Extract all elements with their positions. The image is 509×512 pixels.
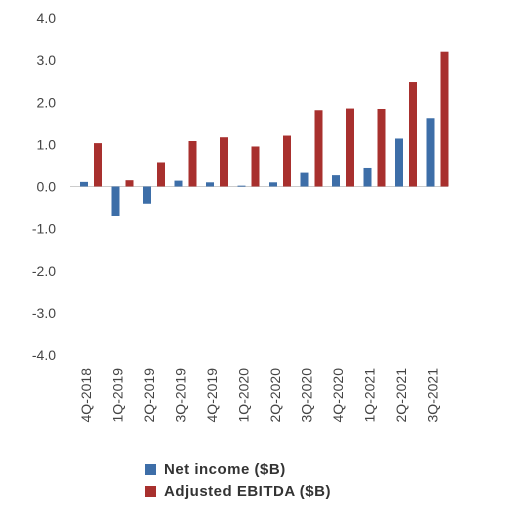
adjusted-ebitda-bar-2q-2019 — [157, 162, 165, 187]
adjusted-ebitda-bar-4q-2019 — [220, 137, 228, 187]
x-tick-label: 3Q-2021 — [425, 368, 441, 423]
x-tick-label: 4Q-2018 — [78, 368, 94, 423]
legend-item-adjusted-ebitda: Adjusted EBITDA ($B) — [145, 480, 331, 502]
net-income-bar-4q-2020 — [332, 175, 340, 187]
adjusted-ebitda-bar-4q-2020 — [346, 108, 354, 187]
legend-swatch-net-income — [145, 463, 156, 475]
legend-label-net-income: Net income ($B) — [164, 460, 286, 478]
y-tick-label: -4.0 — [32, 347, 56, 363]
x-tick-label: 4Q-2019 — [204, 368, 220, 423]
x-tick-label: 1Q-2019 — [110, 368, 126, 423]
net-income-bar-1q-2019 — [111, 186, 120, 216]
legend-item-net-income: Net income ($B) — [145, 458, 331, 480]
x-tick-label: 3Q-2020 — [299, 368, 315, 423]
y-tick-label: 3.0 — [37, 52, 57, 68]
y-tick-label: 1.0 — [37, 136, 57, 152]
adjusted-ebitda-bar-2q-2021 — [409, 82, 417, 187]
y-axis-ticks: 4.0 3.0 2.0 1.0 0.0 -1.0 -2.0 -3.0 -4.0 — [32, 10, 56, 363]
y-tick-label: 4.0 — [37, 10, 57, 26]
x-tick-label: 3Q-2019 — [173, 368, 189, 423]
bars — [80, 51, 449, 216]
adjusted-ebitda-bar-1q-2021 — [377, 108, 386, 187]
x-tick-label: 2Q-2020 — [267, 368, 283, 423]
legend-swatch-adjusted-ebitda — [145, 485, 156, 497]
y-tick-label: -3.0 — [32, 305, 56, 321]
y-tick-label: -2.0 — [32, 263, 56, 279]
x-tick-label: 2Q-2021 — [393, 368, 409, 423]
adjusted-ebitda-bar-1q-2019 — [125, 180, 134, 187]
x-axis-ticks: 4Q-2018 1Q-2019 2Q-2019 3Q-2019 4Q-2019 1Q-20… — [78, 368, 441, 423]
legend: Net income ($B) Adjusted EBITDA ($B) — [145, 458, 331, 502]
x-tick-label: 2Q-2019 — [141, 368, 157, 423]
adjusted-ebitda-bar-3q-2021 — [440, 51, 449, 187]
adjusted-ebitda-bar-3q-2020 — [314, 110, 323, 187]
legend-label-adjusted-ebitda: Adjusted EBITDA ($B) — [164, 482, 331, 500]
net-income-bar-3q-2020 — [300, 172, 309, 187]
adjusted-ebitda-bar-1q-2020 — [251, 146, 260, 187]
adjusted-ebitda-bar-4q-2018 — [94, 143, 102, 187]
x-tick-label: 1Q-2020 — [236, 368, 252, 423]
y-tick-label: 0.0 — [37, 179, 57, 195]
net-income-bar-2q-2019 — [143, 186, 151, 204]
y-tick-label: -1.0 — [32, 221, 56, 237]
adjusted-ebitda-bar-2q-2020 — [283, 135, 291, 187]
y-tick-label: 2.0 — [37, 94, 57, 110]
x-tick-label: 4Q-2020 — [330, 368, 346, 423]
net-income-bar-1q-2020 — [237, 185, 246, 187]
adjusted-ebitda-bar-3q-2019 — [188, 141, 197, 187]
net-income-bar-3q-2021 — [426, 118, 435, 187]
net-income-bar-3q-2019 — [174, 180, 183, 187]
net-income-bar-4q-2019 — [206, 182, 214, 187]
net-income-bar-4q-2018 — [80, 181, 88, 187]
net-income-bar-2q-2021 — [395, 138, 403, 187]
net-income-bar-1q-2021 — [363, 167, 372, 187]
net-income-bar-2q-2020 — [269, 182, 277, 187]
x-tick-label: 1Q-2021 — [362, 368, 378, 423]
bar-chart: 4.0 3.0 2.0 1.0 0.0 -1.0 -2.0 -3.0 -4.0 4Q-2018 1… — [32, 10, 449, 423]
